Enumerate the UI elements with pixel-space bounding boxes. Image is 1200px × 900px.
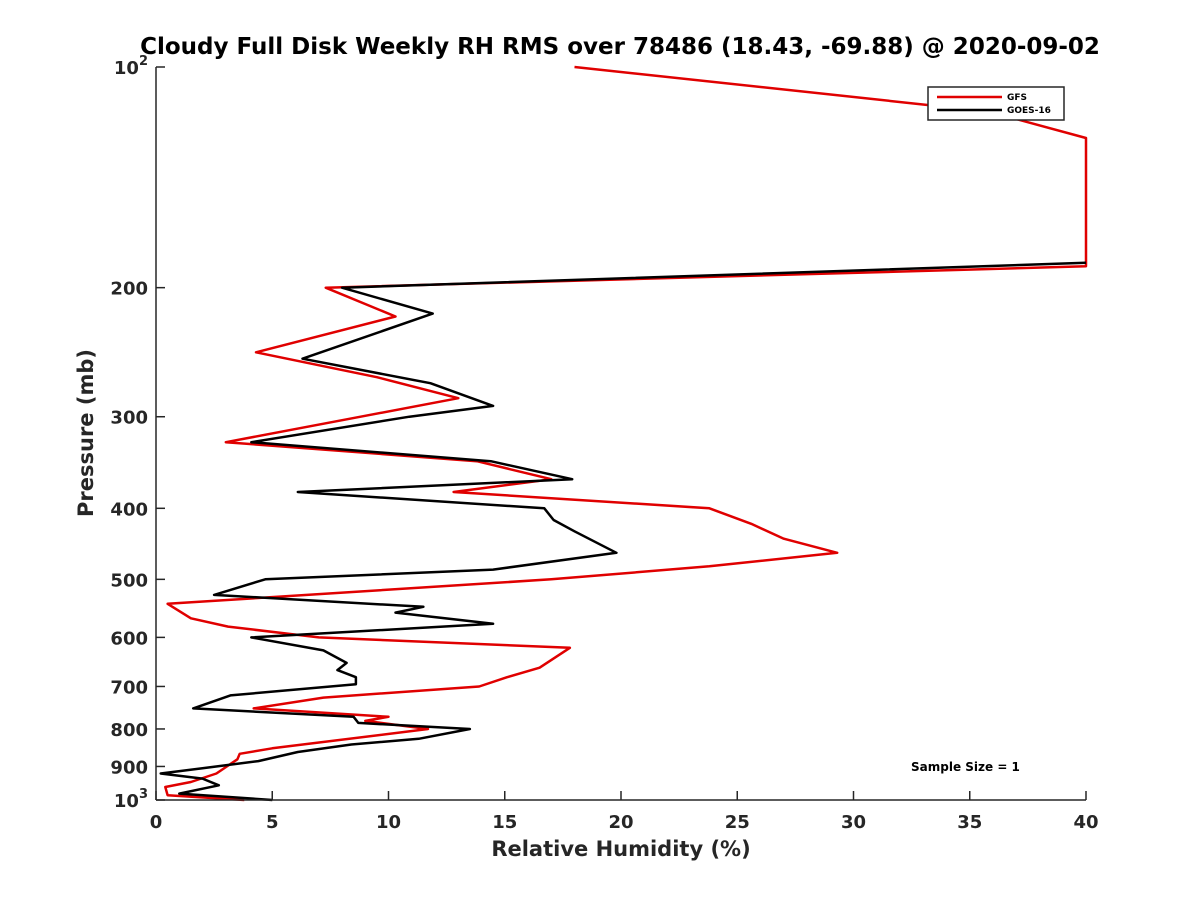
x-tick-label: 0 [150, 812, 163, 833]
y-tick-label: 200 [110, 279, 148, 300]
y-tick-label: 102 [114, 54, 148, 79]
y-tick-label: 500 [110, 570, 148, 591]
x-ticks: 0 5 10 15 20 25 30 35 40 [150, 791, 1099, 833]
legend: GFS GOES-16 [927, 86, 1065, 121]
x-tick-label: 5 [266, 812, 279, 833]
y-tick-label: 900 [110, 757, 148, 778]
chart-title: Cloudy Full Disk Weekly RH RMS over 7848… [140, 34, 1100, 60]
y-tick-label: 700 [110, 677, 148, 698]
series-layer [159, 65, 1088, 802]
y-tick-label: 103 [114, 787, 148, 812]
x-axis-label: Relative Humidity (%) [491, 837, 750, 861]
legend-box [927, 86, 1065, 121]
y-ticks: 102 200 300 400 500 600 700 800 900 103 [110, 54, 165, 812]
x-tick-label: 20 [608, 812, 633, 833]
y-tick-label: 800 [110, 720, 148, 741]
series-line-gfs [164, 65, 1088, 802]
sample-size-annotation: Sample Size = 1 [911, 760, 1020, 774]
x-tick-label: 40 [1073, 812, 1098, 833]
x-tick-label: 10 [376, 812, 401, 833]
y-tick-label: 600 [110, 628, 148, 649]
x-tick-label: 30 [841, 812, 866, 833]
y-axis-label: Pressure (mb) [74, 349, 98, 517]
y-tick-label: 300 [110, 408, 148, 429]
x-tick-label: 15 [492, 812, 517, 833]
legend-label-goes16: GOES-16 [1007, 106, 1051, 116]
legend-label-gfs: GFS [1007, 93, 1027, 103]
x-tick-label: 25 [725, 812, 750, 833]
series-line-goes16 [159, 261, 1087, 802]
y-tick-label: 400 [110, 499, 148, 520]
x-tick-label: 35 [957, 812, 982, 833]
